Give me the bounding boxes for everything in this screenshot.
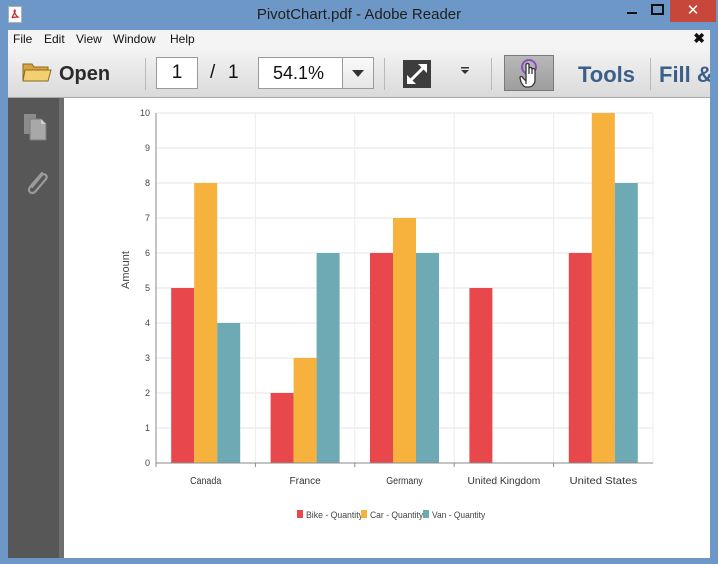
bar-bike-united-kingdom [469, 288, 493, 463]
zoom-select[interactable]: 54.1% [258, 57, 374, 89]
y-tick-label: 7 [145, 213, 150, 223]
menu-window[interactable]: Window [113, 32, 156, 46]
bar-van-united-states [614, 183, 638, 463]
open-label: Open [59, 63, 111, 85]
toolbar: Open 1 / 1 54.1% Tools Fill & [8, 50, 710, 98]
legend-swatch [361, 510, 367, 518]
menu-view[interactable]: View [76, 32, 102, 46]
folder-icon [22, 63, 52, 82]
x-tick-label: Germany [386, 476, 422, 487]
y-tick-label: 5 [145, 283, 150, 293]
y-tick-label: 1 [145, 423, 150, 433]
pdf-icon[interactable] [8, 6, 22, 23]
navigation-panel [8, 98, 59, 558]
x-tick-label: United Kingdom [468, 476, 541, 487]
bar-car-canada [194, 183, 218, 463]
window-border-left [0, 30, 8, 558]
bar-car-germany [393, 218, 416, 463]
y-tick-label: 4 [145, 318, 150, 328]
expand-arrows-icon[interactable] [402, 59, 432, 89]
paperclip-icon[interactable] [22, 168, 50, 198]
menu-bar: File Edit View Window Help ✖ [8, 30, 710, 51]
maximize-button[interactable] [646, 0, 670, 22]
y-tick-label: 10 [140, 108, 150, 118]
bar-car-united-states [591, 113, 615, 463]
toolbar-divider [491, 58, 492, 90]
document-area[interactable]: 0 1 2 3 4 5 6 7 8 9 10 Canada France Germany United Ki… [59, 98, 710, 558]
minimize-icon [627, 12, 637, 14]
bar-van-france [316, 253, 340, 463]
bar-car-france [293, 358, 317, 463]
legend-item: Car - Quantity [361, 510, 424, 520]
title-bar: PivotChart.pdf - Adobe Reader ✕ [0, 0, 718, 30]
bar-bike-canada [171, 288, 195, 463]
page-total: 1 [228, 62, 239, 83]
window-border-right [710, 30, 718, 558]
toolbar-divider [650, 58, 651, 90]
minimize-button[interactable] [620, 0, 646, 22]
chart-legend: Bike - Quantity Car - Quantity Van - Quant… [297, 510, 486, 520]
y-tick-label: 0 [145, 458, 150, 468]
chart-axes: 0 1 2 3 4 5 6 7 8 9 10 Canada France Germany United Ki… [140, 108, 653, 487]
legend-label: Van - Quantity [432, 510, 486, 520]
menu-edit[interactable]: Edit [44, 32, 65, 46]
legend-swatch [297, 510, 303, 518]
y-axis-label: Amount [120, 251, 132, 289]
hand-pointer-icon [519, 59, 537, 88]
menu-file[interactable]: File [13, 32, 33, 46]
chart-bars [171, 113, 638, 463]
bar-van-canada [217, 323, 241, 463]
legend-item: Van - Quantity [423, 510, 486, 520]
hand-tool-button[interactable] [504, 55, 554, 91]
pdf-page: 0 1 2 3 4 5 6 7 8 9 10 Canada France Germany United Ki… [64, 98, 710, 558]
bar-bike-france [270, 393, 294, 463]
bar-van-germany [416, 253, 439, 463]
bar-bike-united-states [568, 253, 592, 463]
y-tick-label: 3 [145, 353, 150, 363]
y-tick-label: 8 [145, 178, 150, 188]
toolbar-divider [384, 58, 385, 90]
legend-item: Bike - Quantity [297, 510, 363, 520]
window-title: PivotChart.pdf - Adobe Reader [256, 6, 462, 23]
y-tick-label: 6 [145, 248, 150, 258]
zoom-dropdown-button[interactable] [342, 58, 373, 88]
toolbar-divider [145, 58, 146, 90]
pages-icon[interactable] [22, 112, 48, 142]
chevron-down-icon[interactable] [460, 66, 470, 76]
y-tick-label: 2 [145, 388, 150, 398]
fill-sign-pane-button[interactable]: Fill & [659, 62, 710, 87]
menu-help[interactable]: Help [170, 32, 195, 46]
zoom-value: 54.1% [273, 63, 325, 83]
bar-chart: 0 1 2 3 4 5 6 7 8 9 10 Canada France Germany United Ki… [120, 108, 654, 520]
window-border-bottom [0, 558, 718, 564]
legend-label: Bike - Quantity [306, 510, 363, 520]
tools-pane-button[interactable]: Tools [578, 62, 636, 87]
legend-label: Car - Quantity [370, 510, 424, 520]
close-button[interactable]: ✕ [670, 0, 716, 22]
x-tick-label: France [290, 476, 322, 487]
bar-bike-germany [370, 253, 393, 463]
page-number-input[interactable]: 1 [156, 57, 198, 89]
y-tick-label: 9 [145, 143, 150, 153]
maximize-icon [651, 4, 664, 15]
x-tick-label: Canada [190, 476, 222, 487]
page-separator: / [210, 62, 216, 83]
x-tick-label: United States [570, 476, 638, 487]
legend-swatch [423, 510, 429, 518]
document-close-button[interactable]: ✖ [693, 30, 705, 46]
